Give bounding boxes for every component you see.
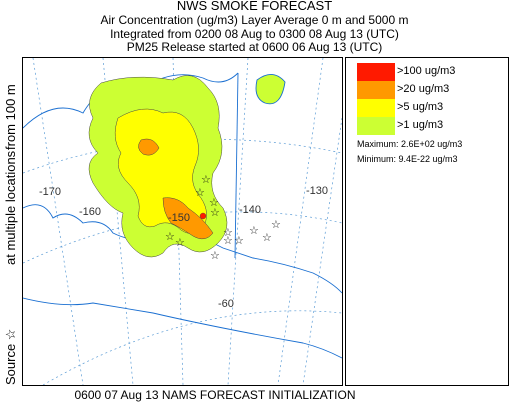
source-star-icon: ☆	[175, 237, 185, 249]
lon-label-170: -170	[39, 186, 62, 198]
lon-label-130: -130	[306, 185, 329, 197]
subtitle-concentration: Air Concentration (ug/m3) Layer Average …	[100, 13, 409, 27]
source-star-icon: ☆	[201, 174, 211, 186]
lon-label-150: -150	[168, 212, 191, 224]
source-star-icon: ☆	[165, 231, 175, 243]
source-star-icon: ☆	[210, 207, 220, 219]
legend-item-gt5: >5 ug/m3	[357, 99, 497, 117]
legend-label: >1 ug/m3	[397, 119, 444, 131]
legend-maximum: Maximum: 2.6E+02 ug/m3	[357, 139, 463, 149]
legend-label: >20 ug/m3	[397, 83, 450, 95]
legend-swatch	[357, 117, 395, 135]
lat-label-60: -60	[218, 298, 234, 310]
graticule	[23, 58, 342, 385]
source-star-icon: ☆	[271, 219, 281, 231]
lon-label-160: -160	[79, 206, 102, 218]
plume-gt20	[162, 197, 214, 240]
smoke-map: -170 -160 -150 -140 -130 -60 ☆ ☆ ☆ ☆ ☆ ☆…	[22, 57, 343, 386]
side-label-height: from 100 m	[3, 84, 18, 150]
legend-swatch	[357, 99, 395, 117]
legend-label: >100 ug/m3	[397, 65, 456, 77]
legend-swatch	[357, 63, 395, 81]
plume-gt100	[199, 212, 207, 220]
source-star-icon: ☆	[223, 235, 233, 247]
legend-label: >5 ug/m3	[397, 101, 444, 113]
legend-swatch	[357, 81, 395, 99]
source-star-icon: ☆	[223, 227, 233, 239]
subtitle-release: PM25 Release started at 0600 06 Aug 13 (…	[126, 40, 383, 54]
side-label-source: Source ☆	[3, 328, 18, 385]
plume-gt20-b	[138, 138, 160, 156]
source-star-icon: ☆	[210, 250, 220, 262]
source-star-icon: ☆	[234, 235, 244, 247]
map-canvas	[23, 58, 342, 385]
concentration-legend: >100 ug/m3 >20 ug/m3 >5 ug/m3 >1 ug/m3 M…	[345, 57, 509, 386]
subtitle-integration: Integrated from 0200 08 Aug to 0300 08 A…	[110, 27, 399, 41]
lon-label-140: -140	[239, 204, 262, 216]
source-star-icon: ☆	[209, 197, 219, 209]
legend-item-gt1: >1 ug/m3	[357, 117, 497, 135]
page-title: NWS SMOKE FORECAST	[176, 0, 333, 13]
legend-minimum: Minimum: 9.4E-22 ug/m3	[357, 154, 458, 164]
side-label-locations: at multiple locations	[3, 150, 18, 265]
source-star-icon: ☆	[249, 225, 259, 237]
source-star-icon: ☆	[262, 232, 272, 244]
legend-item-gt20: >20 ug/m3	[357, 81, 497, 99]
forecast-initialization: 0600 07 Aug 13 NAMS FORECAST INITIALIZAT…	[74, 388, 356, 402]
legend-item-gt100: >100 ug/m3	[357, 63, 497, 81]
source-star-icon: ☆	[195, 187, 205, 199]
